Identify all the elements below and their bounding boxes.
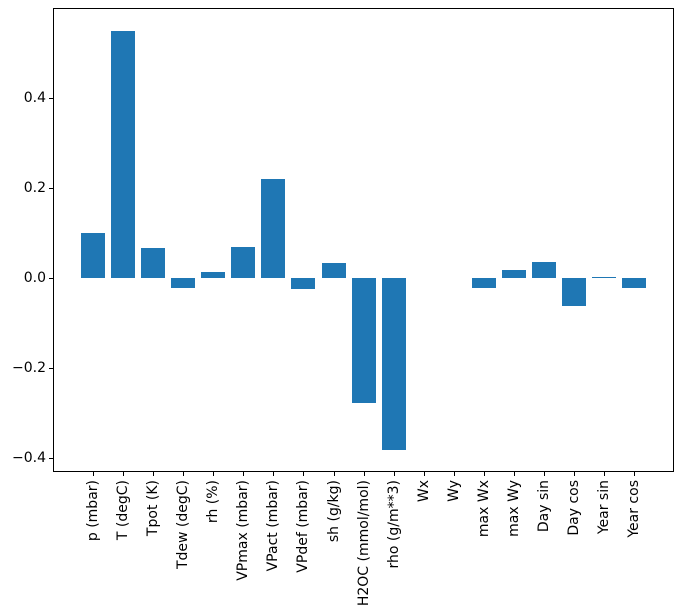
y-tick-mark [49, 188, 53, 189]
bar [291, 278, 316, 290]
bar [141, 248, 166, 278]
x-tick-label: VPact (mbar) [265, 480, 282, 572]
x-tick-label: Tpot (K) [145, 480, 162, 537]
x-tick-label: Wy [445, 480, 462, 502]
x-tick-label: max Wy [505, 480, 522, 537]
bar [531, 261, 556, 278]
x-tick-mark [423, 472, 425, 476]
x-tick-label: rh (%) [205, 480, 222, 524]
x-tick-label: T (degC) [115, 480, 132, 541]
bar [591, 276, 616, 279]
y-tick-label: −0.4 [12, 450, 46, 466]
x-tick-mark [633, 472, 635, 476]
x-tick-label: Year cos [625, 480, 642, 538]
bar [201, 272, 226, 279]
x-tick-mark [363, 472, 365, 476]
x-tick-mark [243, 472, 245, 476]
x-tick-label: rho (g/m**3) [385, 480, 402, 569]
x-tick-mark [333, 472, 335, 476]
y-tick-mark [49, 368, 53, 369]
x-tick-mark [303, 472, 305, 476]
bar [321, 263, 346, 279]
x-tick-mark [183, 472, 185, 476]
x-tick-label: Day sin [535, 480, 552, 533]
bar [471, 278, 496, 288]
x-tick-label: Day cos [565, 480, 582, 536]
bar [261, 178, 286, 279]
bar [561, 278, 586, 306]
x-tick-mark [513, 472, 515, 476]
bar [81, 232, 106, 279]
x-tick-label: max Wx [475, 480, 492, 538]
bar [381, 278, 406, 450]
y-tick-mark [49, 98, 53, 99]
bar [621, 278, 646, 288]
x-tick-label: H2OC (mmol/mol) [355, 480, 372, 607]
x-tick-label: sh (g/kg) [325, 480, 342, 543]
y-tick-label: 0.4 [23, 90, 46, 106]
x-tick-label: VPmax (mbar) [235, 480, 252, 581]
x-tick-label: Wx [415, 480, 432, 503]
x-tick-mark [153, 472, 155, 476]
x-tick-label: VPdef (mbar) [295, 480, 312, 573]
y-tick-label: 0.2 [23, 180, 46, 196]
x-tick-mark [543, 472, 545, 476]
x-tick-label: Tdew (degC) [175, 480, 192, 570]
x-tick-mark [573, 472, 575, 476]
y-tick-mark [49, 278, 53, 279]
bar [501, 269, 526, 279]
y-tick-label: −0.2 [12, 360, 46, 376]
x-tick-mark [123, 472, 125, 476]
x-tick-mark [603, 472, 605, 476]
bar [231, 247, 256, 279]
x-tick-label: Year sin [595, 480, 612, 535]
x-tick-label: p (mbar) [85, 480, 102, 542]
x-tick-mark [213, 472, 215, 476]
x-tick-mark [483, 472, 485, 476]
bar [351, 278, 376, 403]
y-tick-label: 0.0 [23, 270, 46, 286]
x-tick-mark [93, 472, 95, 476]
bar [171, 278, 196, 288]
x-tick-mark [453, 472, 455, 476]
y-tick-mark [49, 458, 53, 459]
x-tick-mark [273, 472, 275, 476]
bar [111, 31, 136, 279]
x-tick-mark [393, 472, 395, 476]
